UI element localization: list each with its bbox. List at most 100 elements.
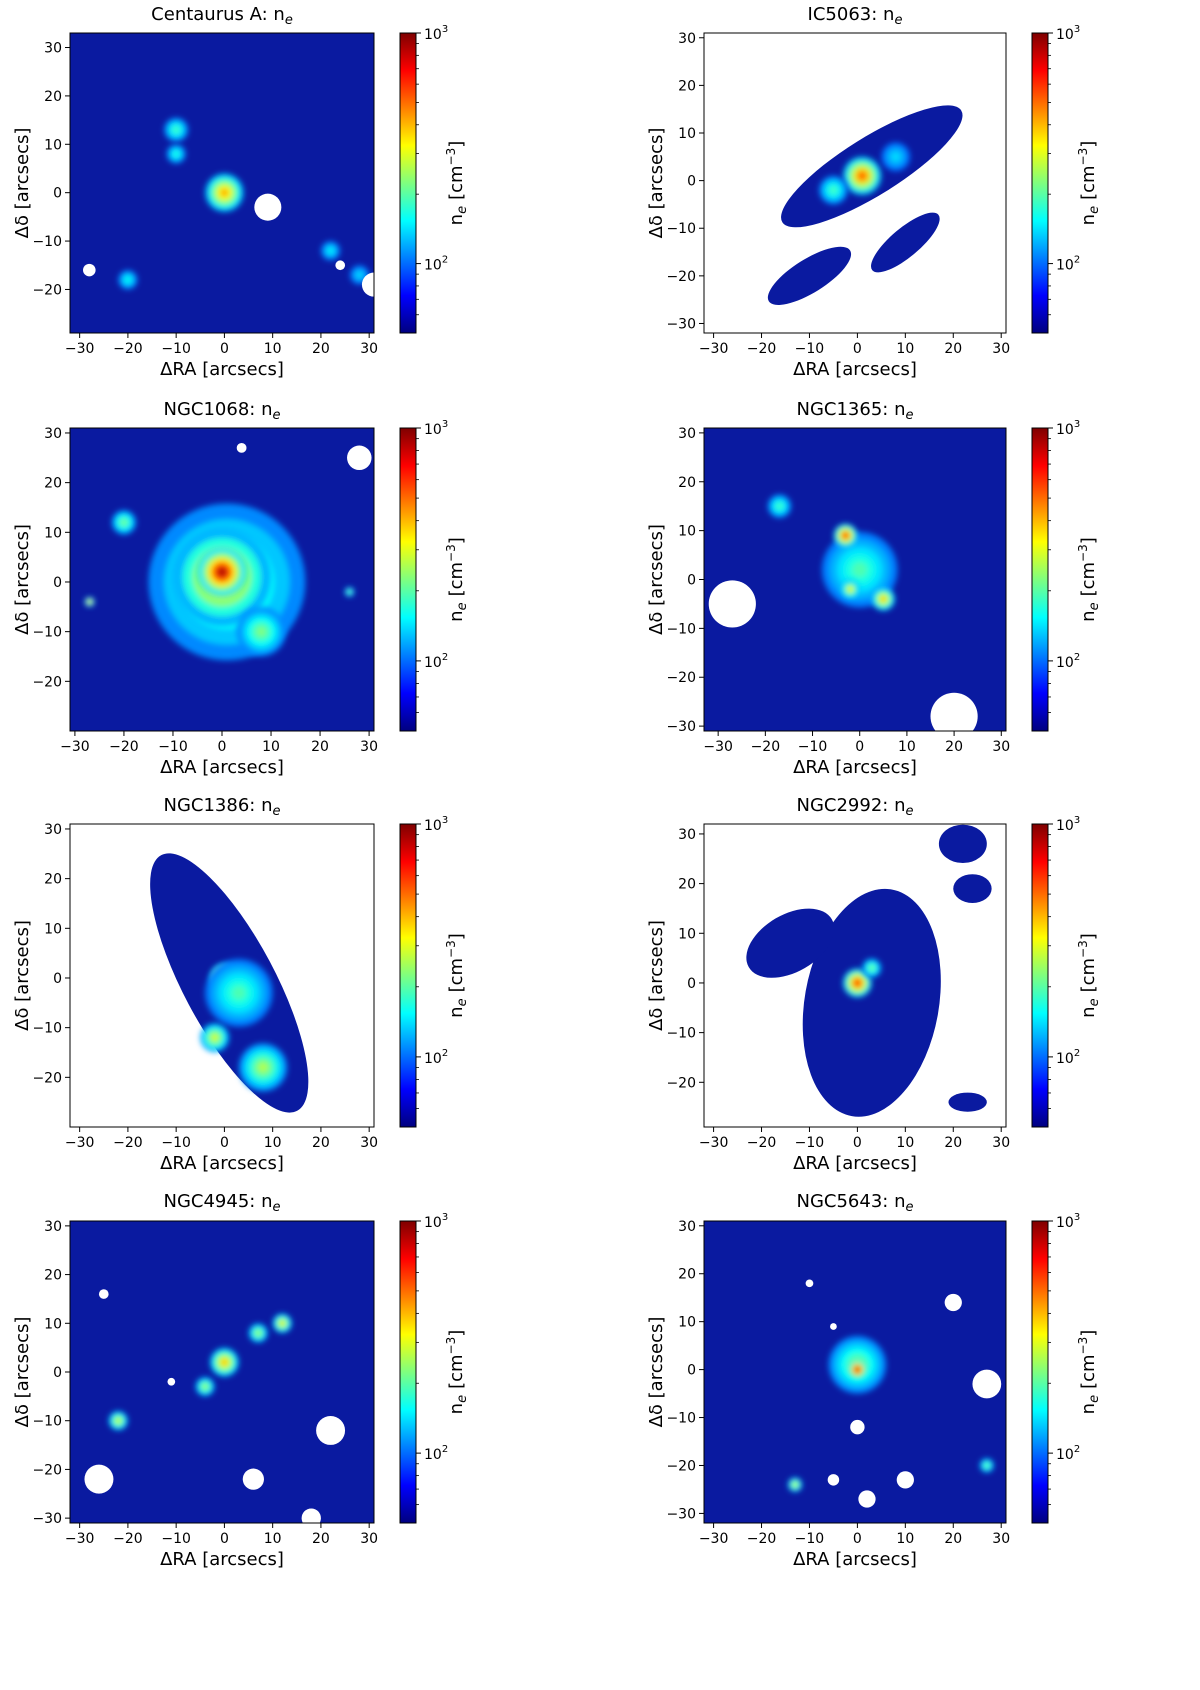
x-tick-label: −30	[703, 739, 733, 755]
y-tick-label: 0	[687, 573, 696, 589]
colorbar-label: ne[cm−3]	[444, 1330, 470, 1415]
density-hotspot	[111, 510, 137, 535]
y-tick-label: 30	[678, 31, 696, 47]
x-tick-label: 10	[898, 739, 916, 755]
density-hotspot	[320, 241, 341, 261]
heatmap-area	[704, 824, 1006, 1127]
plot-frame	[69, 823, 375, 1128]
x-tick-label: 10	[264, 1135, 282, 1151]
y-axis-label: Δδ [arcsecs]	[646, 524, 667, 635]
y-tick-label: 20	[678, 475, 696, 491]
x-tick-label: 20	[311, 739, 329, 755]
masked-region	[236, 442, 247, 453]
x-tick-label: 10	[896, 341, 914, 357]
y-tick-label: −30	[666, 1506, 696, 1522]
masked-region	[805, 1279, 814, 1288]
masked-region	[242, 1468, 264, 1490]
y-axis-label: Δδ [arcsecs]	[12, 524, 33, 635]
x-tick-label: −10	[161, 341, 191, 357]
masked-region	[944, 1293, 962, 1312]
colorbar	[1031, 1220, 1049, 1524]
density-hotspot	[118, 270, 138, 290]
coverage-region	[802, 888, 941, 1117]
density-hotspot	[108, 1411, 128, 1431]
x-tick-label: −20	[113, 341, 143, 357]
x-tick-label: 30	[992, 1135, 1010, 1151]
panel-0: −30 −20 −10 0 10 20 30 −20 −10 0 10 20 30 Centaurus A…	[12, 4, 470, 380]
masked-region	[254, 193, 282, 221]
x-tick-label: 0	[855, 739, 864, 755]
y-tick-label: 0	[687, 174, 696, 190]
heatmap-area	[704, 33, 1006, 333]
colorbar-tick-label: 102	[424, 255, 448, 274]
y-tick-label: 0	[53, 186, 62, 202]
plot-frame	[69, 32, 375, 334]
y-tick-label: −30	[666, 719, 696, 735]
y-tick-label: −10	[666, 621, 696, 637]
colorbar-label: ne[cm−3]	[1076, 537, 1102, 622]
masked-region	[708, 580, 756, 628]
panel-title: Centaurus A: ne	[151, 4, 293, 28]
colorbar-tick-label: 103	[1056, 24, 1080, 43]
y-tick-label: −20	[32, 1070, 62, 1086]
y-tick-label: 10	[678, 126, 696, 142]
colorbar	[399, 427, 417, 732]
x-tick-label: 10	[896, 1531, 914, 1547]
y-tick-label: −30	[32, 1511, 62, 1527]
density-hotspot	[847, 1360, 867, 1380]
panel-2: −30 −20 −10 0 10 20 30 −20 −10 0 10 20 30 NGC1068: ne…	[12, 399, 470, 778]
panel-title: NGC1365: ne	[797, 399, 914, 423]
colorbar-tick-label: 102	[1056, 1048, 1080, 1067]
y-tick-label: 30	[44, 426, 62, 442]
x-tick-label: −10	[161, 1135, 191, 1151]
masked-region	[98, 1289, 109, 1299]
masked-region	[316, 1415, 346, 1445]
y-tick-label: −10	[32, 1414, 62, 1430]
y-tick-label: −10	[32, 1021, 62, 1037]
density-hotspot	[84, 596, 95, 607]
x-axis-label: ΔRA [arcsecs]	[793, 1153, 917, 1174]
panel-3: −30 −20 −10 0 10 20 30 −30 −20 −10 0 10 20 30 NGC1365:…	[646, 399, 1102, 778]
colorbar-tick-label: 102	[1056, 652, 1080, 671]
x-tick-label: 30	[360, 1135, 378, 1151]
colorbar	[399, 1220, 417, 1524]
density-hotspot	[979, 1458, 995, 1473]
colorbar-tick-label: 102	[424, 1444, 448, 1463]
masked-region	[361, 272, 374, 297]
colorbar-tick-label: 103	[424, 1212, 448, 1231]
x-tick-label: 10	[264, 341, 282, 357]
colorbar-tick-label: 102	[1056, 255, 1080, 274]
x-tick-label: −20	[747, 341, 777, 357]
density-hotspot	[344, 587, 355, 597]
colorbar-tick-label: 103	[1056, 815, 1080, 834]
x-tick-label: 0	[218, 739, 227, 755]
masked-region	[167, 1377, 176, 1386]
density-hotspot	[881, 142, 911, 172]
y-tick-label: 20	[44, 476, 62, 492]
y-axis-label: Δδ [arcsecs]	[646, 920, 667, 1031]
heatmap-area	[70, 824, 374, 1127]
x-axis-label: ΔRA [arcsecs]	[160, 1549, 284, 1570]
y-tick-label: −30	[666, 316, 696, 332]
x-tick-label: −10	[161, 1531, 191, 1547]
y-tick-label: 0	[53, 575, 62, 591]
colorbar-tick-label: 103	[424, 24, 448, 43]
y-tick-label: 30	[44, 41, 62, 57]
x-tick-label: 30	[992, 1531, 1010, 1547]
colorbar	[1031, 823, 1049, 1128]
panel-title: NGC1068: ne	[164, 399, 281, 423]
density-hotspot	[840, 579, 860, 599]
y-tick-label: 20	[44, 89, 62, 105]
panel-title: NGC2992: ne	[797, 795, 914, 819]
density-hotspot	[236, 607, 286, 657]
panel-1: −30 −20 −10 0 10 20 30 −30 −20 −10 0 10 20 30 IC5063: …	[646, 4, 1102, 380]
x-tick-label: 30	[360, 341, 378, 357]
colorbar-tick-label: 102	[424, 1048, 448, 1067]
x-tick-label: −20	[751, 739, 781, 755]
x-tick-label: 20	[944, 1531, 962, 1547]
x-tick-label: 30	[360, 1531, 378, 1547]
masked-region	[850, 1419, 865, 1435]
x-axis-label: ΔRA [arcsecs]	[160, 757, 284, 778]
y-tick-label: 20	[678, 78, 696, 94]
panel-4: −30 −20 −10 0 10 20 30 −20 −10 0 10 20 30 NGC1386: ne…	[12, 795, 470, 1174]
